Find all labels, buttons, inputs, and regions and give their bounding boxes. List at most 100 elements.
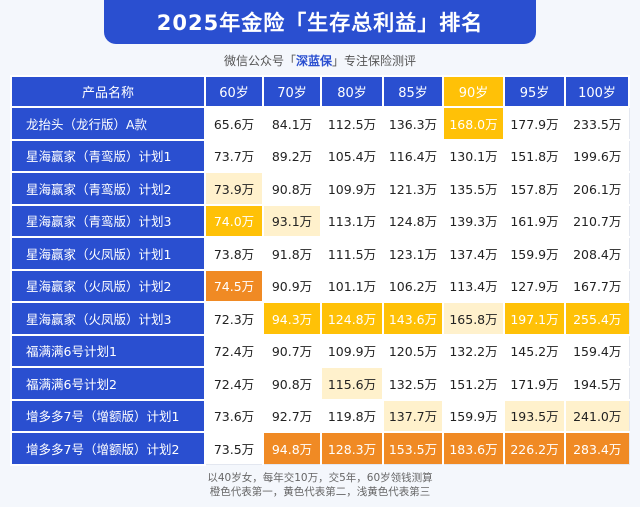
value-cell: 115.6万	[320, 366, 384, 400]
product-name: 星海赢家（火凤版）计划1	[10, 236, 206, 271]
product-name: 星海赢家（火凤版）计划2	[10, 268, 206, 303]
value-cell: 283.4万	[564, 431, 630, 465]
value-cell: 128.3万	[320, 431, 384, 465]
product-name: 星海赢家（青鸾版）计划1	[10, 138, 206, 173]
table-row: 星海赢家（青鸾版）计划2 73.9万 90.8万 109.9万 121.3万 135.5万…	[10, 171, 630, 206]
value-cell: 90.7万	[262, 333, 322, 368]
table-row: 星海赢家（青鸾版）计划3 74.0万 93.1万 113.1万 124.8万 139.3万…	[10, 203, 630, 238]
value-cell: 121.3万	[382, 171, 444, 205]
value-cell: 161.9万	[503, 203, 566, 238]
value-cell: 119.8万	[320, 398, 384, 433]
table-row: 福满满6号计划1 72.4万 90.7万 109.9万 120.5万 132.2万 145.…	[10, 333, 630, 368]
table-row: 星海赢家（火凤版）计划3 72.3万 94.3万 124.8万 143.6万 165.8万…	[10, 301, 630, 336]
value-cell: 73.6万	[204, 398, 264, 433]
value-cell: 93.1万	[262, 203, 322, 238]
value-cell: 157.8万	[503, 171, 566, 205]
subtitle-brand: 深蓝保	[295, 54, 332, 68]
value-cell: 255.4万	[564, 301, 630, 335]
header-age: 70岁	[262, 75, 322, 108]
product-name: 星海赢家（青鸾版）计划2	[10, 171, 206, 206]
table-row: 星海赢家（火凤版）计划1 73.8万 91.8万 111.5万 123.1万 137.4万…	[10, 236, 630, 271]
value-cell: 194.5万	[564, 366, 630, 400]
value-cell: 159.9万	[503, 236, 566, 270]
product-name: 增多多7号（增额版）计划2	[10, 431, 206, 466]
value-cell: 210.7万	[564, 203, 630, 238]
value-cell: 139.3万	[442, 203, 505, 238]
table-row: 星海赢家（青鸾版）计划1 73.7万 89.2万 105.4万 116.4万 130.1万…	[10, 138, 630, 173]
table-row: 星海赢家（火凤版）计划2 74.5万 90.9万 101.1万 106.2万 113.4万…	[10, 268, 630, 303]
value-cell: 165.8万	[442, 301, 505, 335]
value-cell: 112.5万	[320, 106, 384, 140]
product-name: 星海赢家（火凤版）计划3	[10, 301, 206, 336]
value-cell: 74.5万	[204, 268, 264, 303]
value-cell: 101.1万	[320, 268, 384, 303]
page-title: 2025年金险「生存总利益」排名	[104, 0, 536, 44]
value-cell: 113.4万	[442, 268, 505, 303]
value-cell: 197.1万	[503, 301, 566, 335]
ranking-table: 产品名称 60岁 70岁 80岁 85岁 90岁 95岁 100岁 龙抬头（龙行版）A款 65.…	[10, 75, 630, 466]
table-row: 福满满6号计划2 72.4万 90.8万 115.6万 132.5万 151.2万 171.…	[10, 366, 630, 401]
value-cell: 177.9万	[503, 106, 566, 140]
value-cell: 84.1万	[262, 106, 322, 140]
value-cell: 151.2万	[442, 366, 505, 400]
product-name: 福满满6号计划1	[10, 333, 206, 368]
value-cell: 208.4万	[564, 236, 630, 270]
product-name: 星海赢家（青鸾版）计划3	[10, 203, 206, 238]
header-age: 80岁	[320, 75, 384, 108]
footnote: 以40岁女，每年交10万，交5年，60岁领钱测算 橙色代表第一，黄色代表第二，浅…	[0, 471, 640, 499]
value-cell: 90.8万	[262, 171, 322, 205]
value-cell: 127.9万	[503, 268, 566, 303]
subtitle-suffix: 」专注保险测评	[332, 54, 417, 68]
footnote-line-2: 橙色代表第一，黄色代表第二，浅黄色代表第三	[209, 486, 431, 498]
value-cell: 124.8万	[320, 301, 384, 335]
value-cell: 226.2万	[503, 431, 566, 465]
value-cell: 183.6万	[442, 431, 505, 465]
table-row: 增多多7号（增额版）计划1 73.6万 92.7万 119.8万 137.7万 159.9…	[10, 398, 630, 433]
value-cell: 90.9万	[262, 268, 322, 303]
value-cell: 151.8万	[503, 138, 566, 173]
product-name: 增多多7号（增额版）计划1	[10, 398, 206, 433]
product-name: 龙抬头（龙行版）A款	[10, 106, 206, 141]
value-cell: 113.1万	[320, 203, 384, 238]
value-cell: 193.5万	[503, 398, 566, 433]
value-cell: 145.2万	[503, 333, 566, 368]
header-age: 85岁	[382, 75, 444, 108]
value-cell: 74.0万	[204, 203, 264, 238]
value-cell: 171.9万	[503, 366, 566, 400]
value-cell: 109.9万	[320, 171, 384, 205]
value-cell: 167.7万	[564, 268, 630, 303]
value-cell: 241.0万	[564, 398, 630, 433]
subtitle-prefix: 微信公众号「	[223, 54, 296, 68]
value-cell: 73.7万	[204, 138, 264, 173]
value-cell: 159.9万	[442, 398, 505, 433]
value-cell: 73.8万	[204, 236, 264, 270]
value-cell: 65.6万	[204, 106, 264, 140]
value-cell: 73.5万	[204, 431, 264, 465]
value-cell: 91.8万	[262, 236, 322, 270]
value-cell: 137.7万	[382, 398, 444, 433]
header-age: 95岁	[503, 75, 566, 108]
value-cell: 90.8万	[262, 366, 322, 400]
value-cell: 109.9万	[320, 333, 384, 368]
value-cell: 206.1万	[564, 171, 630, 205]
value-cell: 159.4万	[564, 333, 630, 368]
footnote-line-1: 以40岁女，每年交10万，交5年，60岁领钱测算	[207, 472, 433, 484]
product-name: 福满满6号计划2	[10, 366, 206, 401]
value-cell: 92.7万	[262, 398, 322, 433]
value-cell: 132.5万	[382, 366, 444, 400]
value-cell: 199.6万	[564, 138, 630, 173]
value-cell: 111.5万	[320, 236, 384, 270]
value-cell: 89.2万	[262, 138, 322, 173]
value-cell: 72.3万	[204, 301, 264, 335]
value-cell: 123.1万	[382, 236, 444, 270]
table-header-row: 产品名称 60岁 70岁 80岁 85岁 90岁 95岁 100岁	[10, 75, 630, 108]
value-cell: 105.4万	[320, 138, 384, 173]
value-cell: 116.4万	[382, 138, 444, 173]
header-age: 90岁	[442, 75, 505, 108]
header-age: 60岁	[204, 75, 264, 108]
value-cell: 72.4万	[204, 366, 264, 400]
value-cell: 106.2万	[382, 268, 444, 303]
value-cell: 233.5万	[564, 106, 630, 140]
value-cell: 132.2万	[442, 333, 505, 368]
value-cell: 120.5万	[382, 333, 444, 368]
